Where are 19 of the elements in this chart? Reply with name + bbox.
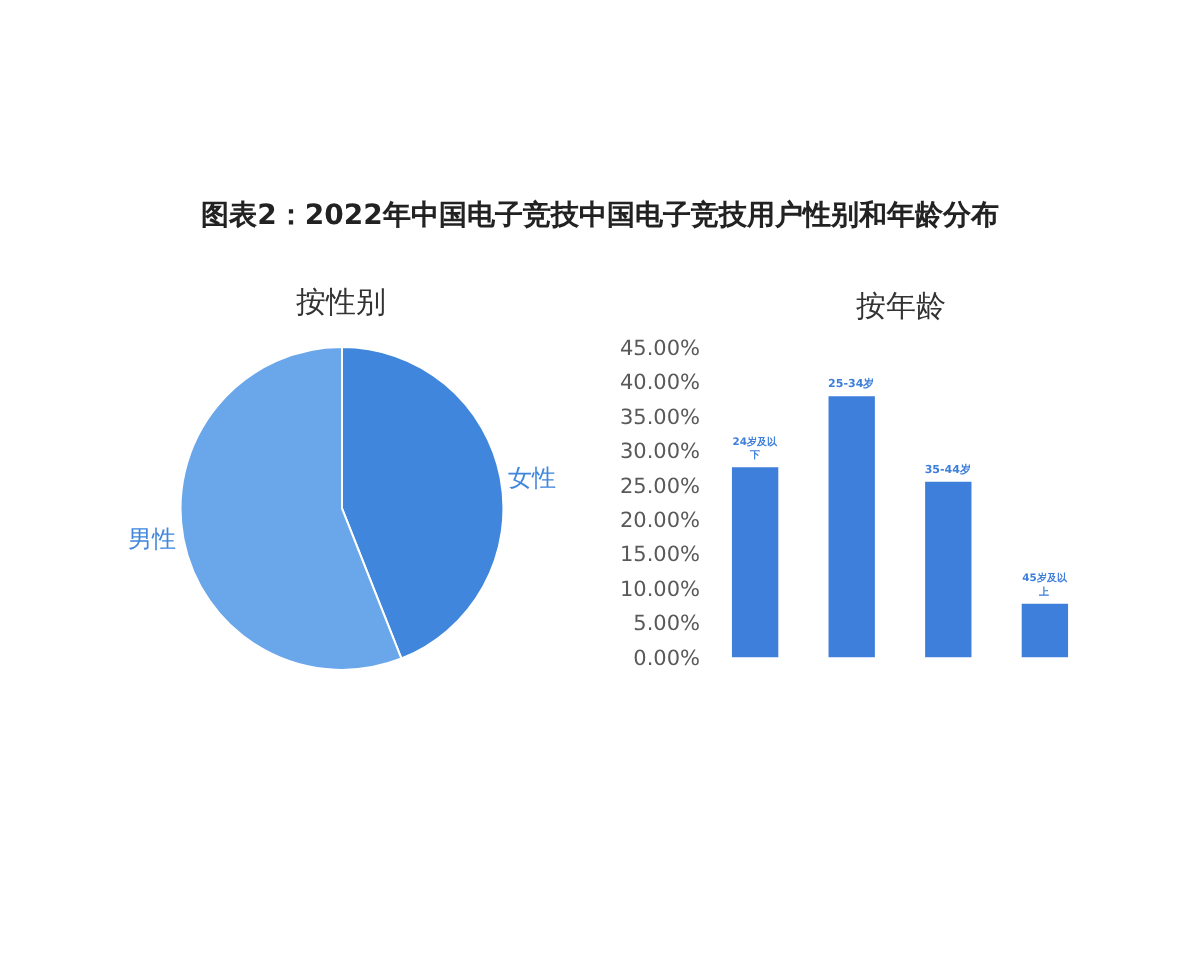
y-tick-label: 40.00% <box>619 371 701 396</box>
y-tick-label: 20.00% <box>619 508 701 533</box>
bar <box>828 396 875 658</box>
chart-title: 图表2：2022年中国电子竞技中国电子竞技用户性别和年龄分布 <box>201 197 999 232</box>
y-tick-label: 30.00% <box>619 440 701 465</box>
y-tick-label: 0.00% <box>633 646 701 671</box>
slice-label: 女性 <box>507 463 556 492</box>
slice-label: 男性 <box>128 525 177 554</box>
bar <box>1021 603 1069 658</box>
bar <box>731 467 779 658</box>
y-tick-label: 45.00% <box>619 336 701 361</box>
y-tick-label: 35.00% <box>619 405 701 430</box>
bar <box>925 481 972 658</box>
y-tick-label: 25.00% <box>619 474 701 499</box>
chart-title: 按年龄 <box>856 288 946 324</box>
chart-subtitle: 按性别 <box>296 284 386 320</box>
y-tick-label: 5.00% <box>633 612 701 637</box>
y-tick-label: 15.00% <box>619 543 701 568</box>
y-tick-label: 10.00% <box>619 577 701 602</box>
